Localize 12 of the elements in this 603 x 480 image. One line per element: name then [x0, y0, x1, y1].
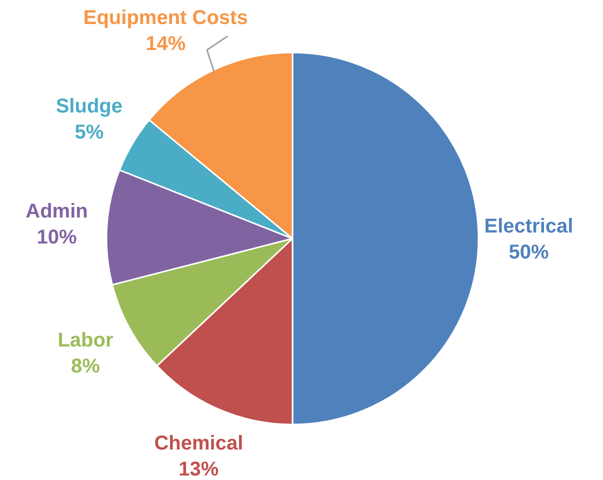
slice-label: Sludge [56, 95, 123, 118]
data-label: 8% [71, 355, 100, 378]
slice-label: Equipment Costs [83, 7, 248, 30]
slice-label: Admin [26, 200, 88, 223]
data-label: 5% [74, 121, 104, 144]
slice-label: Labor [58, 329, 114, 352]
slice-label: Electrical [484, 216, 574, 238]
data-label: 14% [146, 33, 186, 56]
data-label: 13% [178, 458, 219, 480]
data-label: 10% [36, 226, 77, 249]
data-label: 50% [508, 242, 549, 264]
slice-label: Chemical [154, 432, 244, 454]
